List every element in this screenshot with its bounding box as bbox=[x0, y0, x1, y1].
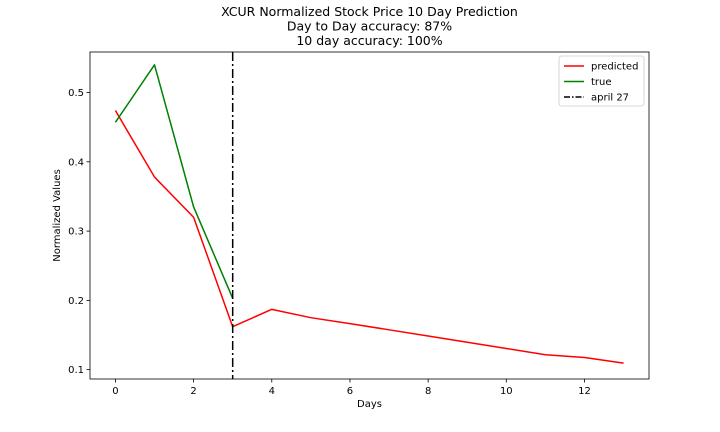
chart-title-line: Day to Day accuracy: 87% bbox=[287, 19, 452, 34]
y-tick-label: 0.3 bbox=[68, 227, 84, 238]
x-tick-label: 8 bbox=[425, 386, 431, 397]
y-axis-label: Normalized Values bbox=[52, 169, 63, 262]
chart-title: XCUR Normalized Stock Price 10 Day Predi… bbox=[221, 4, 518, 48]
series-line-predicted bbox=[114, 110, 624, 364]
legend-label: april 27 bbox=[591, 93, 629, 104]
y-tick-label: 0.1 bbox=[68, 365, 84, 376]
x-axis-label: Days bbox=[357, 399, 382, 410]
legend-box bbox=[558, 55, 645, 107]
y-tick-label: 0.4 bbox=[68, 157, 84, 168]
y-tick-label: 0.2 bbox=[68, 296, 84, 307]
legend-label: true bbox=[591, 77, 612, 88]
x-tick-label: 6 bbox=[347, 386, 353, 397]
x-tick-label: 10 bbox=[500, 386, 513, 397]
x-tick-label: 0 bbox=[112, 386, 118, 397]
chart-title-line: XCUR Normalized Stock Price 10 Day Predi… bbox=[221, 4, 518, 19]
x-tick-label: 12 bbox=[578, 386, 591, 397]
series-line-true bbox=[114, 64, 234, 299]
legend: predicted true april 27 bbox=[558, 55, 645, 107]
plot-area bbox=[114, 52, 624, 379]
x-tick-label: 2 bbox=[190, 386, 196, 397]
chart-title-line: 10 day accuracy: 100% bbox=[296, 33, 442, 48]
plot-frame bbox=[89, 51, 650, 380]
legend-label: predicted bbox=[591, 62, 638, 73]
axes: 0 2 4 6 8 10 12 0.1 0.2 0.3 0.4 0.5 bbox=[68, 51, 650, 397]
y-tick-label: 0.5 bbox=[68, 88, 84, 99]
x-tick-label: 4 bbox=[269, 386, 275, 397]
